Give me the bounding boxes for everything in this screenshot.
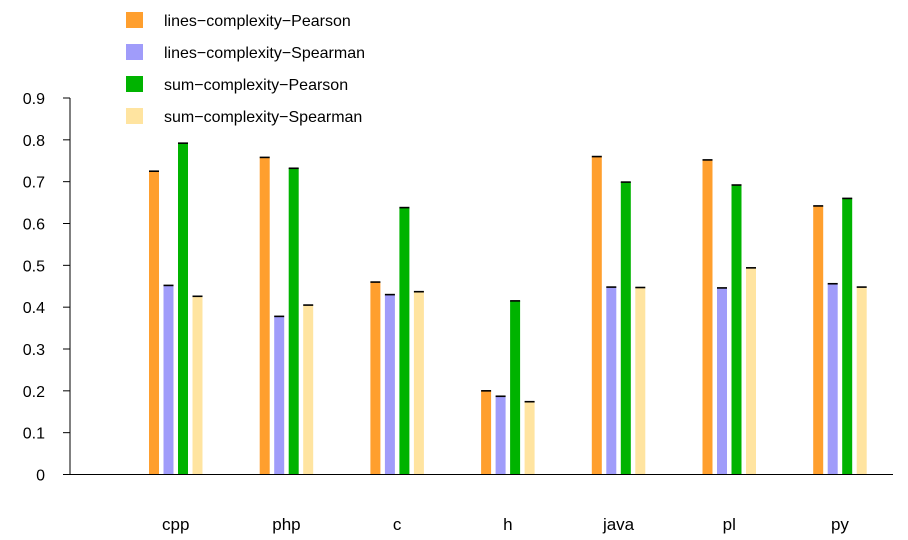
x-category-label: c xyxy=(393,515,402,534)
bar-php-0 xyxy=(259,157,270,475)
legend-label: sum−complexity−Pearson xyxy=(164,77,348,94)
y-tick-label: 0.5 xyxy=(23,258,45,275)
bar-java-3 xyxy=(635,287,646,475)
x-axis: cpp php c h java pl py xyxy=(70,474,893,534)
bar-py-2 xyxy=(842,198,853,475)
legend-swatch xyxy=(126,108,143,124)
legend-label: sum−complexity−Spearman xyxy=(164,109,362,126)
bar-c-3 xyxy=(413,291,424,475)
bar-c-2 xyxy=(399,207,410,475)
bar-java-2 xyxy=(620,182,631,475)
legend-label: lines−complexity−Pearson xyxy=(164,13,351,30)
bar-java-0 xyxy=(591,156,602,475)
bar-cpp-0 xyxy=(149,171,159,475)
bar-h-1 xyxy=(495,396,506,475)
bar-cpp-3 xyxy=(192,296,203,475)
y-tick-label: 0 xyxy=(36,468,45,485)
bar-java-1 xyxy=(606,287,617,475)
bar-pl-1 xyxy=(717,287,727,475)
legend-swatch xyxy=(126,12,143,28)
y-axis: 0 0.1 0.2 0.3 0.4 0.5 0.6 0.7 0.8 0.9 xyxy=(23,91,71,485)
y-tick-label: 0.4 xyxy=(23,300,45,317)
bar-php-1 xyxy=(274,316,285,475)
y-tick-label: 0.1 xyxy=(23,426,45,443)
bar-h-3 xyxy=(524,401,535,475)
bar-h-2 xyxy=(510,300,521,475)
legend: lines−complexity−Pearson lines−complexity… xyxy=(126,12,365,126)
x-category-label: pl xyxy=(723,515,736,534)
bar-pl-0 xyxy=(702,159,713,475)
bar-py-1 xyxy=(827,283,838,475)
y-tick-label: 0.7 xyxy=(23,175,45,192)
legend-swatch xyxy=(126,76,143,92)
bar-py-3 xyxy=(856,287,867,475)
y-tick-label: 0.6 xyxy=(23,217,45,234)
bar-pl-3 xyxy=(746,267,756,475)
bar-cpp-1 xyxy=(163,285,174,475)
legend-swatch xyxy=(126,44,143,60)
bar-py-0 xyxy=(813,205,824,475)
x-category-label: java xyxy=(602,515,635,534)
bar-c-0 xyxy=(370,282,381,475)
bar-php-2 xyxy=(288,168,299,475)
bar-c-1 xyxy=(384,294,395,475)
bar-pl-2 xyxy=(731,185,742,475)
legend-label: lines−complexity−Spearman xyxy=(164,45,365,62)
y-tick-label: 0.3 xyxy=(23,342,45,359)
x-category-label: php xyxy=(272,515,300,534)
bar-cpp-2 xyxy=(178,143,188,475)
bar-php-3 xyxy=(303,305,314,475)
y-tick-label: 0.8 xyxy=(23,133,45,150)
y-tick-label: 0.9 xyxy=(23,91,45,108)
plot-area xyxy=(149,142,867,475)
y-tick-label: 0.2 xyxy=(23,384,45,401)
x-category-label: cpp xyxy=(162,515,189,534)
x-category-label: h xyxy=(503,515,512,534)
bar-h-0 xyxy=(481,390,492,475)
x-category-label: py xyxy=(831,515,849,534)
